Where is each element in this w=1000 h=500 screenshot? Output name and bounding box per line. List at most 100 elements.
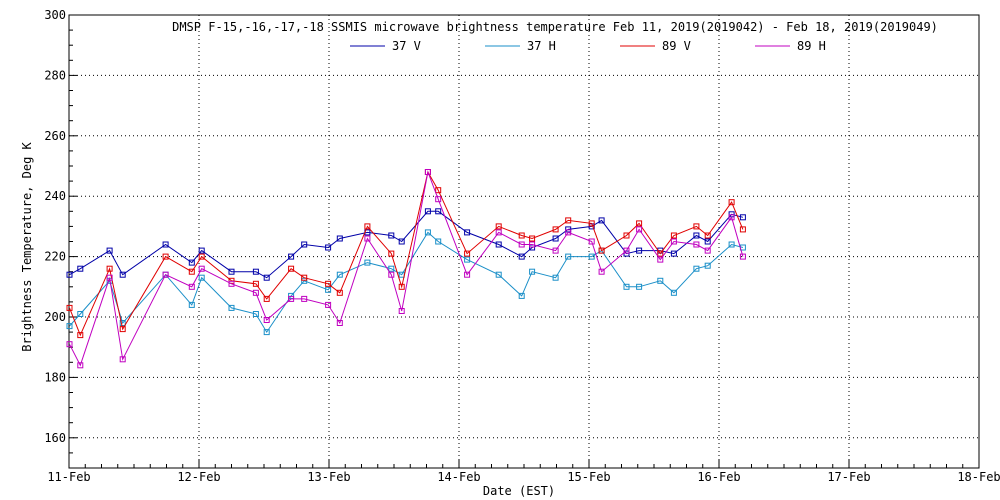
data-point [424, 169, 431, 175]
data-point [263, 329, 270, 336]
data-point [728, 199, 735, 206]
data-point [670, 289, 677, 296]
data-point [388, 250, 395, 257]
data-point [77, 265, 84, 272]
data-point [77, 311, 84, 317]
data-point [739, 253, 746, 260]
data-point [228, 268, 235, 275]
data-point [288, 295, 295, 302]
data-point [565, 217, 572, 224]
series-line [69, 210, 744, 279]
data-point [636, 220, 643, 227]
data-point [670, 250, 677, 257]
data-point [336, 235, 343, 242]
data-point [198, 265, 205, 272]
data-point [364, 235, 371, 242]
y-tick-label: 180 [44, 370, 66, 384]
data-point [518, 232, 525, 239]
x-tick-label: 14-Feb [437, 470, 480, 484]
data-point [529, 235, 536, 242]
series-layer [66, 169, 746, 369]
data-point [301, 241, 308, 248]
data-point [565, 253, 572, 260]
chart-title: DMSP F-15,-16,-17,-18 SSMIS microwave br… [172, 20, 938, 34]
data-point [388, 232, 395, 239]
data-point [188, 283, 195, 290]
data-point [495, 223, 502, 230]
data-point [424, 208, 431, 215]
x-tick-label: 12-Feb [177, 470, 220, 484]
data-point [588, 220, 595, 227]
legend-label: 89 H [797, 39, 826, 53]
data-point [657, 256, 664, 263]
data-point [162, 253, 169, 260]
data-point [598, 268, 605, 275]
data-point [198, 274, 205, 281]
x-tick-label: 11-Feb [47, 470, 90, 484]
data-point [464, 256, 471, 263]
data-point [119, 326, 126, 333]
data-point [657, 277, 664, 284]
data-point [263, 317, 270, 323]
data-point [552, 235, 559, 242]
data-point [693, 223, 700, 230]
data-point [106, 247, 113, 254]
data-point [119, 320, 126, 326]
data-point [301, 274, 308, 281]
data-point [704, 232, 711, 239]
data-point [636, 226, 643, 233]
data-point [106, 274, 113, 281]
data-point [66, 323, 73, 330]
y-tick-label: 240 [44, 189, 66, 203]
data-point [188, 268, 195, 275]
data-point [66, 304, 73, 311]
data-point [301, 277, 308, 284]
data-point [739, 226, 746, 233]
data-point [529, 268, 536, 275]
x-tick-label: 15-Feb [567, 470, 610, 484]
x-axis-label: Date (EST) [483, 484, 555, 498]
data-point [588, 238, 595, 245]
data-point [288, 253, 295, 260]
data-point [424, 229, 431, 236]
y-tick-label: 260 [44, 129, 66, 143]
data-point [565, 229, 572, 236]
data-point [228, 280, 235, 287]
data-point [388, 265, 395, 272]
data-point [693, 232, 700, 239]
data-point [198, 247, 205, 254]
data-point [252, 268, 259, 275]
data-point [623, 247, 630, 254]
data-point [252, 289, 259, 296]
data-point [464, 250, 471, 257]
data-point [106, 265, 113, 272]
y-tick-label: 200 [44, 310, 66, 324]
data-point [435, 196, 442, 203]
y-tick-label: 280 [44, 68, 66, 82]
data-point [364, 223, 371, 230]
data-point [588, 253, 595, 260]
axis-ticks: 11-Feb 12-Feb 13-Feb 14-Feb 15-Feb 16-Feb 17-F… [44, 8, 1000, 484]
data-point [464, 271, 471, 278]
data-point [693, 241, 700, 248]
x-tick-label: 16-Feb [697, 470, 740, 484]
data-point [704, 262, 711, 269]
y-tick-label: 160 [44, 431, 66, 445]
series-37-v [66, 208, 746, 281]
data-point [263, 274, 270, 281]
data-point [495, 229, 502, 236]
data-point [464, 229, 471, 236]
legend: 37 V 37 H 89 V 89 H [350, 39, 826, 53]
legend-label: 89 V [662, 39, 691, 53]
data-point [670, 232, 677, 239]
y-tick-label: 220 [44, 250, 66, 264]
data-point [336, 271, 343, 278]
data-point [188, 301, 195, 308]
series-89-h [66, 169, 746, 369]
data-point [704, 247, 711, 254]
data-point [435, 208, 442, 215]
data-point [119, 356, 126, 363]
data-point [518, 253, 525, 260]
data-point [77, 362, 84, 369]
data-point [252, 280, 259, 287]
